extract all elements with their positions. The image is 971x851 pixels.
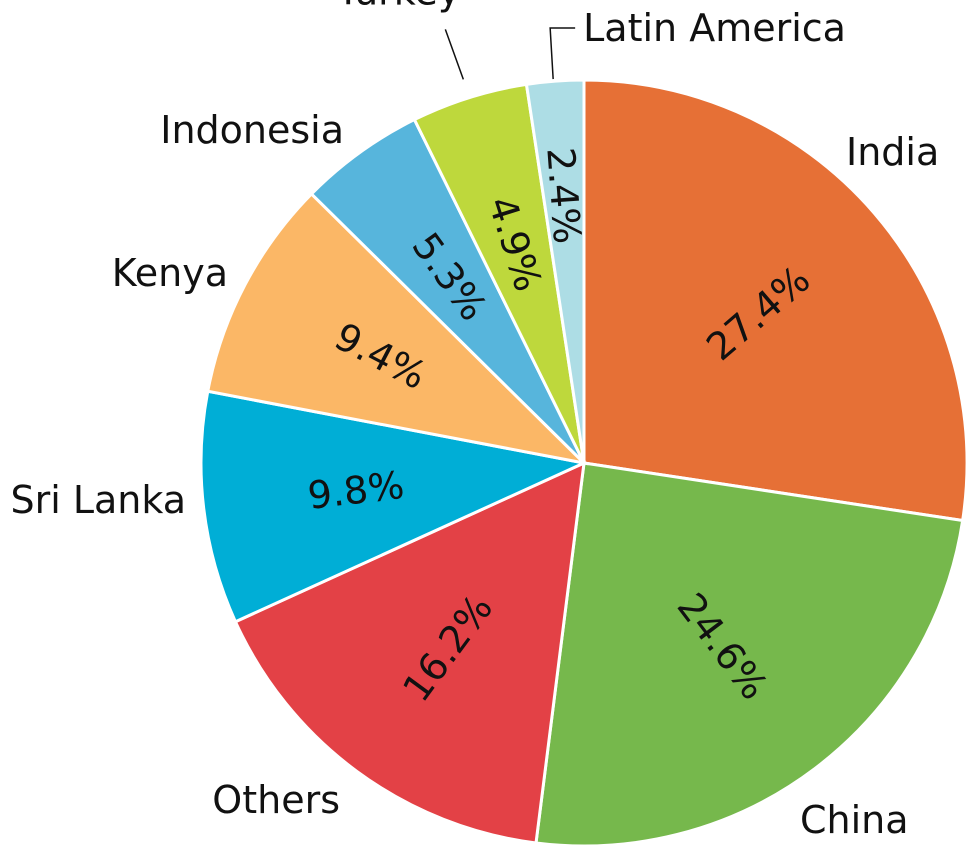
wedge-sri-lanka [199,389,589,624]
wedge-china [534,461,965,848]
category-label-latin-america: Latin America [583,6,846,50]
category-label-indonesia: Indonesia [160,108,344,152]
pie-wedges [199,78,969,848]
category-label-kenya: Kenya [112,251,228,295]
leader-line-latin-america [549,27,576,80]
category-label-others: Others [212,778,340,822]
leader-line-turkey [444,29,465,80]
category-label-india: India [846,130,939,174]
category-labels: India China Others Sri Lanka Kenya Indonesia T… [10,0,939,842]
wedge-india [582,78,969,523]
category-label-turkey: Turkey [336,0,461,13]
wedge-others [233,460,586,845]
wedge-kenya [206,191,589,466]
wedge-latin-america [524,78,586,464]
pct-label-latin-america: 2.4% [538,146,589,246]
category-label-china: China [800,798,909,842]
category-label-sri-lanka: Sri Lanka [10,478,186,522]
